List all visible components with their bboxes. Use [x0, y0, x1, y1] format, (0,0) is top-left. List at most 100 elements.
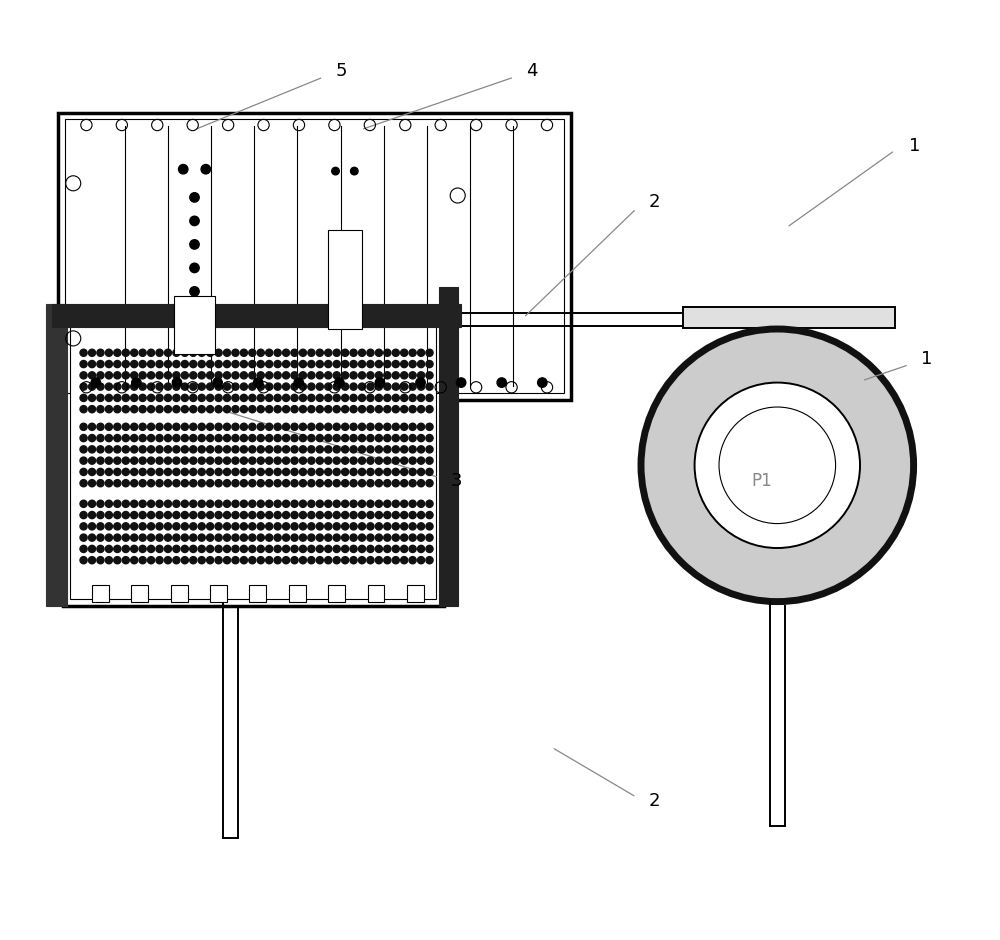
- Circle shape: [384, 457, 391, 464]
- Circle shape: [249, 523, 256, 530]
- Circle shape: [156, 371, 163, 379]
- Circle shape: [342, 479, 349, 487]
- Circle shape: [190, 479, 197, 487]
- Circle shape: [240, 511, 247, 519]
- Circle shape: [223, 534, 231, 541]
- Circle shape: [80, 523, 87, 530]
- Circle shape: [417, 350, 425, 356]
- Circle shape: [223, 371, 231, 379]
- Circle shape: [291, 371, 298, 379]
- Circle shape: [325, 406, 332, 413]
- Circle shape: [342, 446, 349, 453]
- Circle shape: [88, 534, 96, 541]
- Bar: [328, 585, 345, 602]
- Circle shape: [409, 479, 416, 487]
- Circle shape: [249, 446, 256, 453]
- Circle shape: [392, 394, 399, 401]
- Circle shape: [291, 523, 298, 530]
- Circle shape: [190, 216, 199, 226]
- Circle shape: [88, 423, 96, 431]
- Circle shape: [350, 360, 357, 368]
- Circle shape: [392, 468, 399, 476]
- Circle shape: [401, 434, 408, 442]
- Circle shape: [105, 371, 112, 379]
- Circle shape: [181, 479, 188, 487]
- Circle shape: [291, 500, 298, 508]
- Circle shape: [105, 523, 112, 530]
- Circle shape: [88, 406, 96, 413]
- Circle shape: [198, 384, 205, 390]
- Circle shape: [299, 523, 307, 530]
- Circle shape: [164, 406, 172, 413]
- Circle shape: [148, 468, 155, 476]
- Circle shape: [274, 350, 281, 356]
- Circle shape: [367, 406, 374, 413]
- Circle shape: [215, 406, 222, 413]
- Circle shape: [342, 468, 349, 476]
- Circle shape: [392, 446, 399, 453]
- Circle shape: [384, 479, 391, 487]
- Circle shape: [148, 384, 155, 390]
- Circle shape: [164, 511, 172, 519]
- Circle shape: [375, 446, 382, 453]
- Bar: [407, 585, 424, 602]
- Circle shape: [139, 500, 146, 508]
- Circle shape: [173, 479, 180, 487]
- Circle shape: [215, 423, 222, 431]
- Circle shape: [232, 394, 239, 401]
- Circle shape: [97, 406, 104, 413]
- Circle shape: [316, 423, 323, 431]
- Circle shape: [316, 360, 323, 368]
- Circle shape: [139, 545, 146, 553]
- Circle shape: [282, 360, 290, 368]
- Circle shape: [122, 479, 129, 487]
- Circle shape: [257, 457, 264, 464]
- Circle shape: [114, 406, 121, 413]
- Circle shape: [215, 556, 222, 564]
- Circle shape: [249, 394, 256, 401]
- Circle shape: [308, 545, 315, 553]
- Circle shape: [131, 457, 138, 464]
- Circle shape: [215, 468, 222, 476]
- Circle shape: [240, 457, 247, 464]
- Circle shape: [173, 511, 180, 519]
- Circle shape: [105, 545, 112, 553]
- Circle shape: [333, 394, 340, 401]
- Circle shape: [114, 394, 121, 401]
- Bar: [58, 113, 570, 400]
- Circle shape: [274, 423, 281, 431]
- Circle shape: [299, 545, 307, 553]
- Circle shape: [240, 423, 247, 431]
- Circle shape: [148, 457, 155, 464]
- Circle shape: [122, 423, 129, 431]
- Circle shape: [139, 360, 146, 368]
- Bar: [174, 296, 215, 354]
- Circle shape: [282, 479, 290, 487]
- Circle shape: [409, 457, 416, 464]
- Circle shape: [105, 360, 112, 368]
- Circle shape: [426, 556, 433, 564]
- Circle shape: [333, 423, 340, 431]
- Text: P1: P1: [751, 472, 772, 491]
- Circle shape: [80, 468, 87, 476]
- Circle shape: [240, 479, 247, 487]
- Circle shape: [190, 310, 199, 320]
- Circle shape: [316, 511, 323, 519]
- Circle shape: [401, 371, 408, 379]
- Circle shape: [131, 500, 138, 508]
- Circle shape: [164, 545, 172, 553]
- Circle shape: [156, 394, 163, 401]
- Circle shape: [190, 457, 197, 464]
- Circle shape: [282, 384, 290, 390]
- Circle shape: [335, 378, 344, 387]
- Circle shape: [274, 545, 281, 553]
- Circle shape: [308, 523, 315, 530]
- Circle shape: [223, 406, 231, 413]
- Circle shape: [122, 371, 129, 379]
- Circle shape: [333, 534, 340, 541]
- Circle shape: [164, 384, 172, 390]
- Circle shape: [409, 434, 416, 442]
- Bar: [70, 318, 436, 599]
- Circle shape: [325, 423, 332, 431]
- Circle shape: [409, 371, 416, 379]
